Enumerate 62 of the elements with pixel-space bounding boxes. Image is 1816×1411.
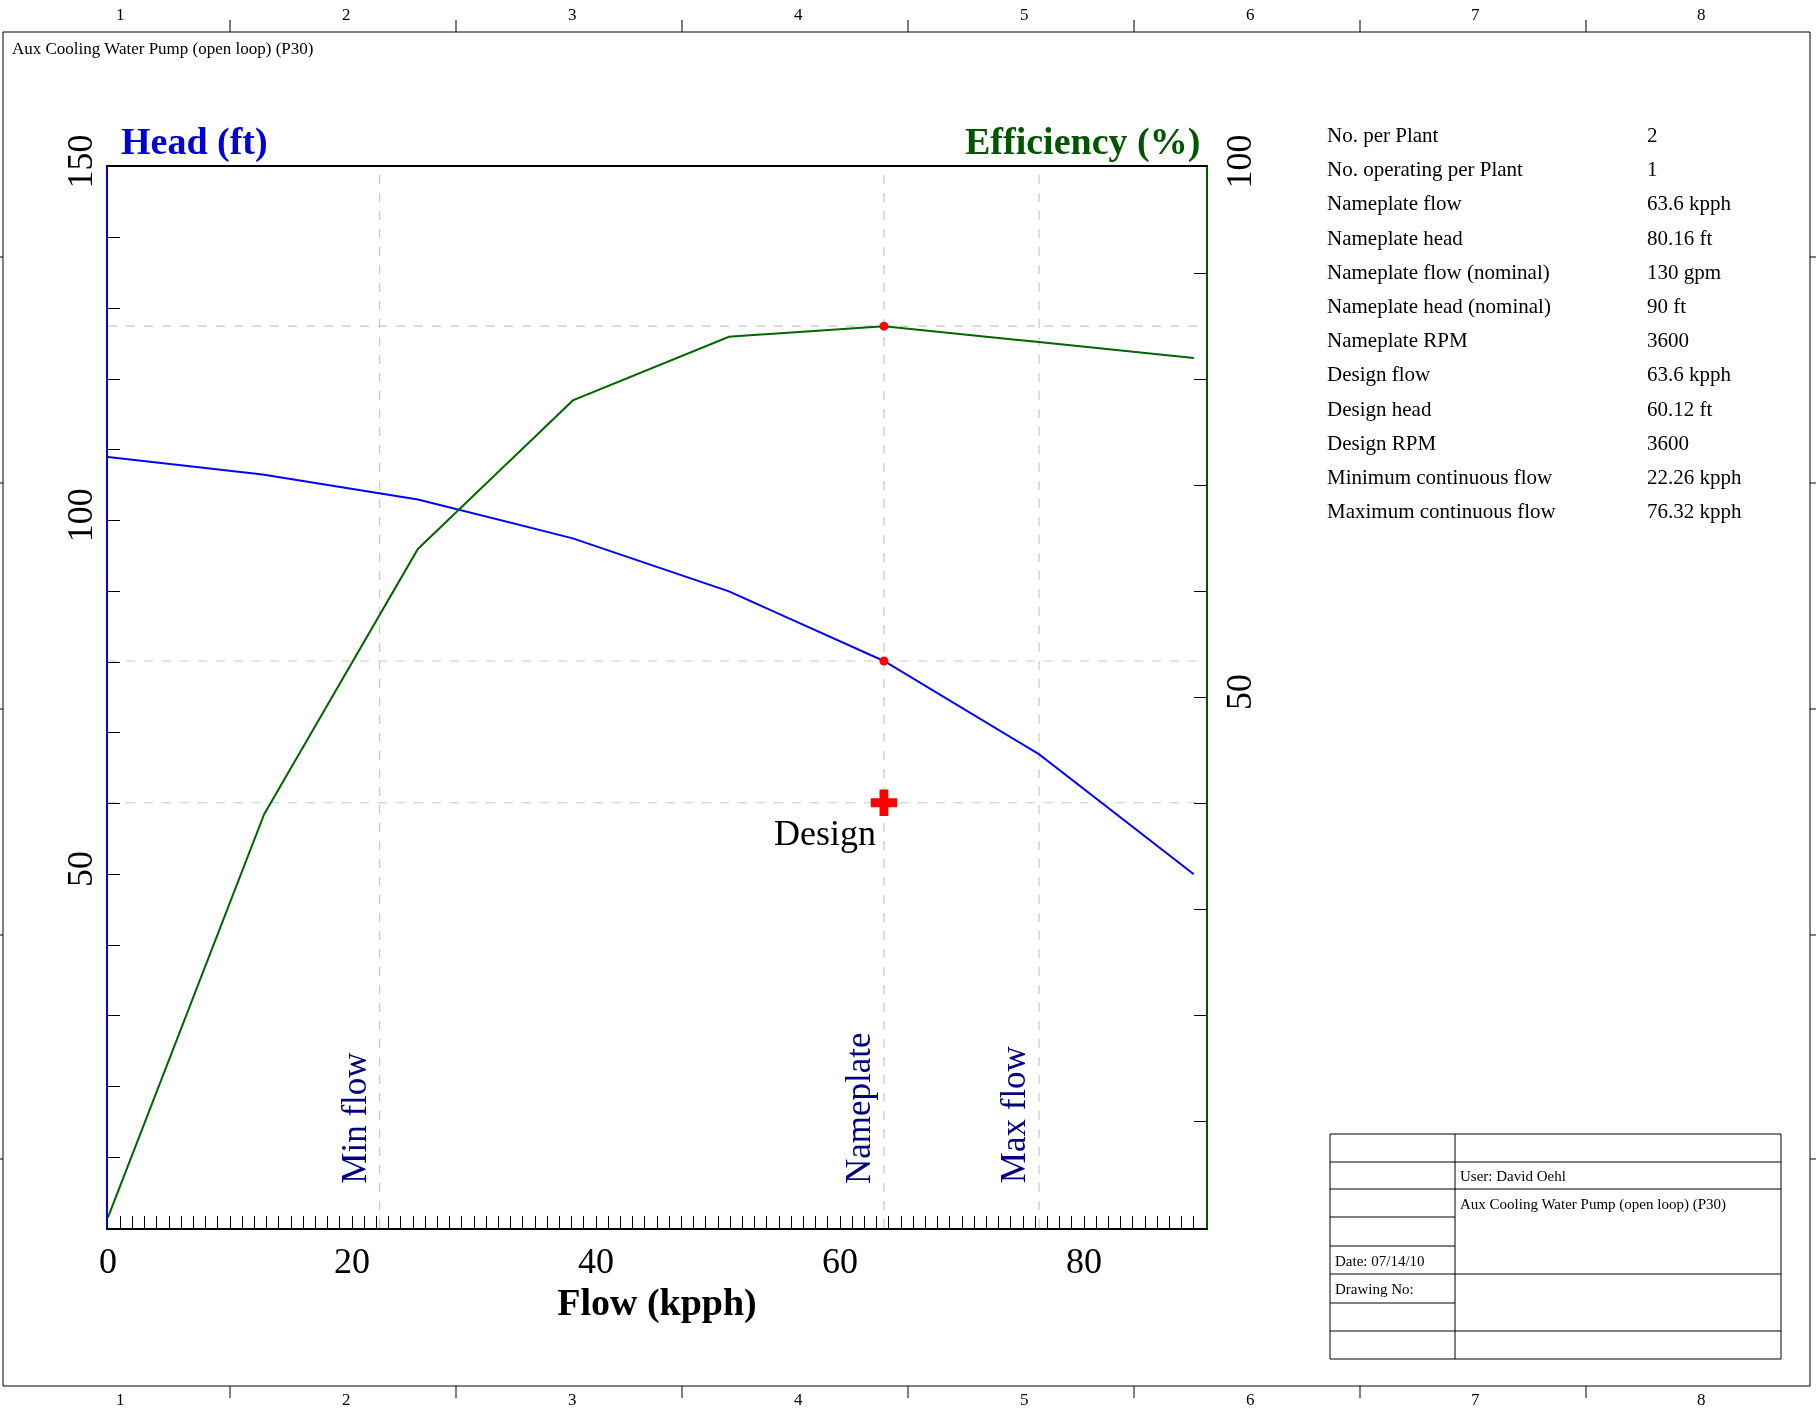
text: 2 (342, 1390, 351, 1409)
text: 2 (342, 5, 351, 24)
text: 3 (568, 1390, 577, 1409)
x-tick-label: 0 (99, 1241, 117, 1282)
text: 4 (794, 1390, 803, 1409)
text: Minimum continuous flow (1327, 465, 1553, 489)
text: User: David Oehl (1460, 1168, 1566, 1184)
y2-tick-label: 50 (1219, 674, 1260, 711)
text: No. operating per Plant (1327, 157, 1524, 181)
text: Design flow (1327, 362, 1432, 386)
text: 3600 (1647, 431, 1689, 455)
text: Nameplate RPM (1327, 328, 1468, 352)
text: Nameplate head (nominal) (1327, 294, 1551, 318)
y-tick-label: 150 (59, 134, 100, 189)
x-tick-label: 40 (578, 1241, 614, 1282)
text: 63.6 kpph (1647, 191, 1732, 215)
ref-line-label: Max flow (994, 1045, 1034, 1184)
text: 5 (1020, 1390, 1029, 1409)
text: Drawing No: (1335, 1281, 1414, 1297)
text: 90 ft (1647, 294, 1687, 318)
y-tick-label: 50 (59, 850, 100, 887)
text: 60.12 ft (1647, 397, 1713, 421)
y-tick-label: 100 (59, 488, 100, 543)
text: 1 (1647, 157, 1658, 181)
text: 130 gpm (1647, 260, 1722, 284)
y2-axis-title: Efficiency (%) (965, 120, 1201, 163)
text: Design RPM (1327, 431, 1437, 455)
y2-tick-label: 100 (1219, 134, 1260, 189)
text: 5 (1020, 5, 1029, 24)
text: 22.26 kpph (1647, 465, 1742, 489)
text: Design head (1327, 397, 1432, 421)
text: Nameplate flow (nominal) (1327, 260, 1550, 284)
text: No. per Plant (1327, 123, 1439, 147)
text: 2 (1647, 123, 1658, 147)
text: Maximum continuous flow (1327, 499, 1557, 523)
text: 1 (116, 1390, 125, 1409)
chart-title: Aux Cooling Water Pump (open loop) (P30) (12, 39, 314, 58)
x-tick-label: 60 (822, 1241, 858, 1282)
text: 3 (568, 5, 577, 24)
text: 7 (1471, 5, 1480, 24)
text: 3600 (1647, 328, 1689, 352)
ref-line-label: Min flow (334, 1051, 374, 1184)
text: 8 (1697, 5, 1706, 24)
text: 4 (794, 5, 803, 24)
text: 80.16 ft (1647, 226, 1713, 250)
text: 6 (1246, 5, 1255, 24)
text: 76.32 kpph (1647, 499, 1742, 523)
text: 1 (116, 5, 125, 24)
text: 6 (1246, 1390, 1255, 1409)
text: Aux Cooling Water Pump (open loop) (P30) (1460, 1196, 1726, 1213)
text: Date: 07/14/10 (1335, 1253, 1425, 1269)
x-tick-label: 80 (1066, 1241, 1102, 1282)
ref-line-label: Nameplate (838, 1032, 878, 1184)
text: 8 (1697, 1390, 1706, 1409)
y-axis-title: Head (ft) (121, 120, 268, 163)
text: Nameplate flow (1327, 191, 1463, 215)
x-axis-title: Flow (kpph) (557, 1281, 757, 1325)
annotation: Design (774, 813, 876, 853)
text: 7 (1471, 1390, 1480, 1409)
text: 63.6 kpph (1647, 362, 1732, 386)
x-tick-label: 20 (334, 1241, 370, 1282)
text: Nameplate head (1327, 226, 1464, 250)
